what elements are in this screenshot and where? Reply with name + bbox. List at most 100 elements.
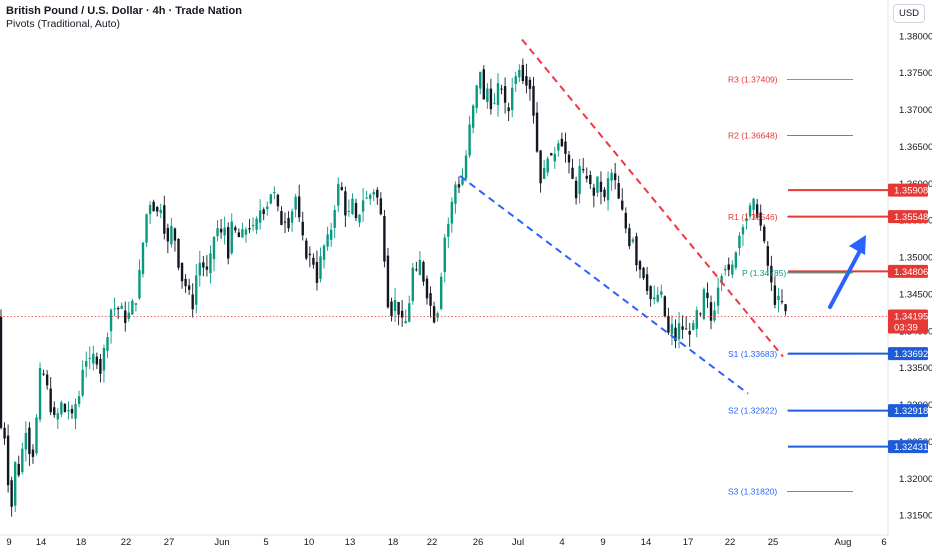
candle-body [468, 124, 471, 156]
level-tag-text: 1.32918 [894, 406, 928, 417]
candle-body [411, 267, 414, 302]
candle-body [38, 367, 42, 420]
arrow-shaft [828, 245, 864, 309]
candle-body [298, 196, 301, 218]
candle-body [237, 232, 241, 238]
trendline-blue [459, 175, 749, 395]
candle-body [372, 192, 375, 195]
candle-body [283, 221, 287, 223]
candle-body [518, 69, 521, 78]
candle-body [741, 227, 745, 235]
y-tick-label: 1.36500 [899, 142, 932, 153]
candle-body [205, 266, 209, 270]
candle-body [748, 205, 752, 217]
candle-body [440, 276, 443, 310]
candle-body [660, 291, 663, 295]
candle-body [358, 214, 361, 223]
candle-body [102, 348, 106, 371]
candle-body [713, 310, 716, 321]
candle-body [766, 246, 769, 266]
candle-body [198, 262, 201, 276]
candle-body [415, 269, 418, 271]
candle-body [745, 218, 748, 222]
candle-body [322, 245, 326, 260]
candle-body [706, 292, 709, 299]
candle-body [287, 217, 290, 229]
candle-body [653, 297, 656, 300]
candle-body [10, 480, 13, 507]
candle-body [134, 303, 138, 305]
trendline-red [521, 38, 784, 358]
pivot-label: S3 (1.31820) [728, 487, 777, 497]
level-tag [888, 210, 928, 224]
candle-body [138, 269, 141, 299]
candle-body [642, 267, 645, 279]
overlay-lines [0, 38, 888, 448]
candle-body [191, 294, 194, 310]
pivot-label: R2 (1.36648) [728, 131, 778, 141]
y-tick-label: 1.32000 [899, 474, 932, 485]
candle-body [262, 209, 265, 215]
x-tick-label: 18 [388, 537, 399, 548]
candle-body [67, 409, 70, 412]
candle-body [202, 262, 205, 268]
level-tag-text: 1.35908 [894, 186, 928, 197]
candle-body [74, 404, 77, 419]
candle-body [170, 225, 173, 245]
candle-body [344, 191, 347, 216]
candle-body [716, 287, 720, 306]
candle-body [567, 154, 571, 163]
x-tick-label: Aug [835, 537, 852, 548]
candle-body [386, 255, 390, 308]
candle-body [326, 234, 329, 247]
y-tick-label: 1.31500 [899, 511, 932, 522]
candle-body [482, 69, 485, 100]
candle-body [670, 324, 674, 335]
candle-body [92, 353, 95, 364]
x-tick-label: 13 [345, 537, 356, 548]
candle-body [443, 237, 446, 273]
x-tick-label: 5 [263, 537, 268, 548]
level-tag [888, 440, 928, 454]
level-tag [888, 347, 928, 361]
candle-body [564, 141, 567, 154]
candle-body [489, 88, 493, 110]
candle-body [131, 300, 134, 315]
candle-body [780, 300, 784, 303]
currency-button[interactable]: USD [893, 4, 925, 23]
candle-body [17, 463, 20, 476]
level-tag-text: 1.34806 [894, 267, 928, 278]
candle-body [56, 413, 59, 420]
current-price-tag [888, 309, 928, 334]
candle-body [613, 173, 617, 181]
candle-body [447, 223, 450, 237]
candle-body [471, 105, 475, 128]
candle-body [234, 227, 237, 231]
candle-body [361, 200, 365, 212]
candle-body [337, 184, 340, 206]
candle-body [631, 239, 635, 242]
candle-body [0, 316, 3, 428]
candle-body [273, 192, 276, 194]
candle-body [486, 88, 489, 102]
x-tick-label: 9 [600, 537, 605, 548]
x-tick-label: 10 [304, 537, 315, 548]
candle-body [461, 179, 464, 185]
candle-body [145, 214, 148, 243]
candle-body [269, 194, 272, 204]
pivot-label: R1 (1.35546) [728, 212, 778, 222]
candle-body [773, 285, 777, 305]
candle-body [677, 323, 681, 340]
level-tag-text: 1.33692 [894, 349, 928, 360]
candle-body [684, 328, 688, 330]
candle-body [422, 261, 425, 282]
candle-body [21, 448, 24, 473]
candle-body [163, 205, 166, 234]
candle-body [127, 312, 130, 319]
candle-body [400, 310, 404, 318]
candle-body [763, 226, 766, 242]
candle-body [606, 178, 610, 201]
candle-body [294, 196, 297, 210]
